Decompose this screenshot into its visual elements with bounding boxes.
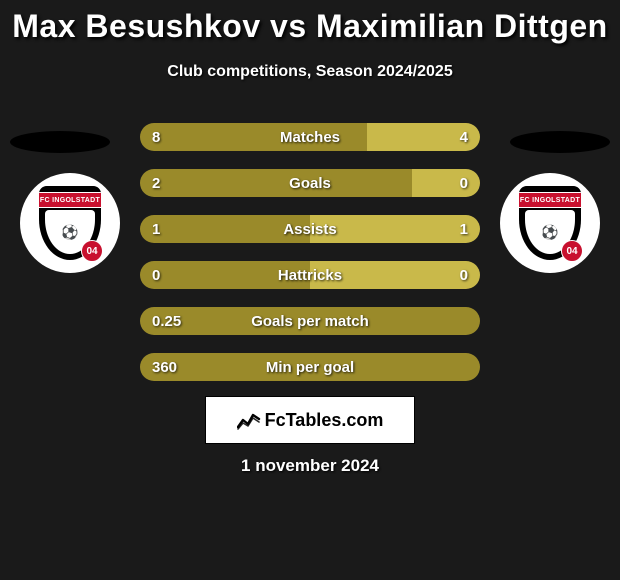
stat-value-p1: 360 <box>140 359 189 376</box>
stat-bar-p1: 2 <box>140 169 412 197</box>
date-label: 1 november 2024 <box>0 456 620 476</box>
stat-value-p1: 8 <box>140 129 172 146</box>
page-title: Max Besushkov vs Maximilian Dittgen <box>0 0 620 45</box>
stat-bar-p1: 0 <box>140 261 310 289</box>
player1-shadow <box>10 131 110 153</box>
main-area: FC INGOLSTADT ⚽ 04 FC INGOLSTADT ⚽ 04 8 4… <box>0 123 620 403</box>
branding-label: FcTables.com <box>265 410 384 431</box>
stat-bar-p2: 4 <box>367 123 480 151</box>
fctables-logo: FcTables.com <box>237 410 384 431</box>
crest-number: 04 <box>561 240 583 262</box>
stat-bar-p2: 1 <box>310 215 480 243</box>
branding-box[interactable]: FcTables.com <box>205 396 415 444</box>
stat-bars: 84Matches20Goals11Assists00Hattricks0.25… <box>140 123 480 399</box>
stat-row: 20Goals <box>140 169 480 197</box>
stat-bar-p2: 0 <box>412 169 480 197</box>
stat-row: 11Assists <box>140 215 480 243</box>
stat-bar-p2: 0 <box>310 261 480 289</box>
stat-value-p2: 4 <box>448 129 480 146</box>
stat-row: 0.25Goals per match <box>140 307 480 335</box>
player2-badge: FC INGOLSTADT ⚽ 04 <box>500 173 600 273</box>
player2-shadow <box>510 131 610 153</box>
club-crest-icon: FC INGOLSTADT ⚽ 04 <box>519 186 581 260</box>
stat-value-p1: 2 <box>140 175 172 192</box>
comparison-widget: Max Besushkov vs Maximilian Dittgen Club… <box>0 0 620 580</box>
stat-bar-p1: 360 <box>140 353 480 381</box>
player1-badge: FC INGOLSTADT ⚽ 04 <box>20 173 120 273</box>
stat-value-p2: 1 <box>448 221 480 238</box>
stat-bar-p1: 1 <box>140 215 310 243</box>
stat-value-p1: 1 <box>140 221 172 238</box>
crest-number: 04 <box>81 240 103 262</box>
stat-row: 360Min per goal <box>140 353 480 381</box>
stat-bar-p1: 8 <box>140 123 367 151</box>
crest-band: FC INGOLSTADT <box>39 192 101 208</box>
crest-band: FC INGOLSTADT <box>519 192 581 208</box>
stat-value-p2: 0 <box>448 267 480 284</box>
stat-row: 84Matches <box>140 123 480 151</box>
fctables-mark-icon <box>237 410 261 430</box>
club-crest-icon: FC INGOLSTADT ⚽ 04 <box>39 186 101 260</box>
stat-value-p1: 0 <box>140 267 172 284</box>
stat-row: 00Hattricks <box>140 261 480 289</box>
subtitle: Club competitions, Season 2024/2025 <box>0 63 620 81</box>
stat-bar-p1: 0.25 <box>140 307 480 335</box>
stat-value-p2: 0 <box>448 175 480 192</box>
stat-value-p1: 0.25 <box>140 313 193 330</box>
